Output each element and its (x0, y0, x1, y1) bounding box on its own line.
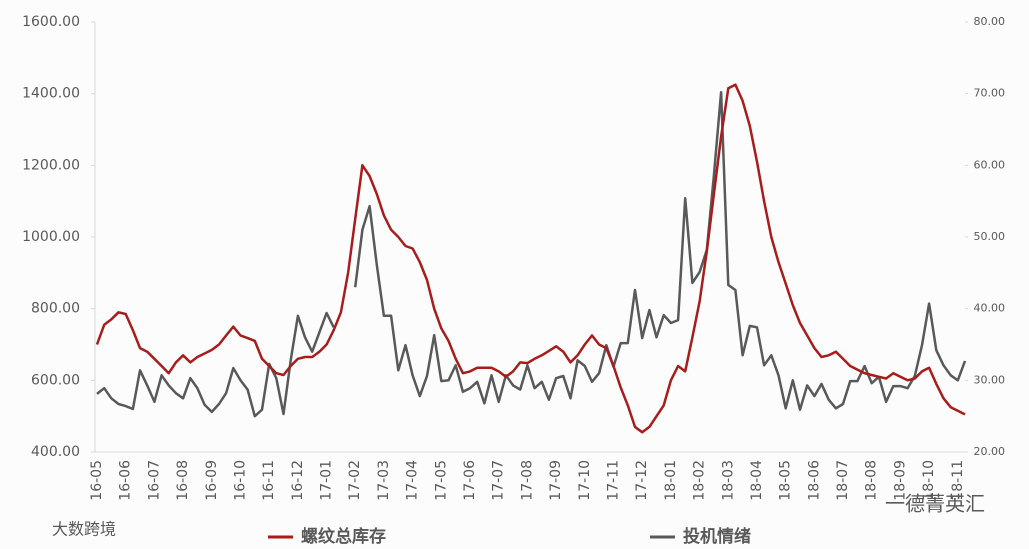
y2-tick-label: 40.00 (974, 302, 1006, 315)
x-tick-label: 16-12 (290, 460, 306, 501)
y2-tick-label: 20.00 (974, 445, 1006, 458)
x-tick-label: 16-05 (89, 460, 105, 501)
x-tick-label: 18-01 (663, 460, 679, 501)
x-tick-label: 16-09 (204, 460, 220, 501)
y2-tick-label: 60.00 (974, 158, 1006, 171)
x-tick-label: 16-10 (232, 460, 248, 501)
legend-label: 投机情绪 (683, 526, 751, 547)
series-line (95, 83, 966, 434)
y-tick-label: 1400.00 (22, 86, 80, 102)
x-tick-label: 18-08 (864, 460, 880, 501)
y-tick-label: 1600.00 (22, 14, 80, 30)
x-tick-label: 17-04 (405, 460, 421, 501)
x-tick-label: 18-04 (749, 460, 765, 501)
y-tick-label: 800.00 (31, 301, 80, 317)
x-tick-label: 18-05 (778, 460, 794, 501)
x-tick-label: 18-02 (692, 460, 708, 501)
x-tick-label: 17-10 (577, 460, 593, 501)
x-tick-label: 17-11 (605, 460, 621, 501)
y-tick-label: 1000.00 (22, 229, 80, 245)
legend-label: 螺纹总库存 (301, 526, 386, 547)
y-tick-label: 600.00 (31, 372, 80, 388)
series-line (96, 311, 335, 418)
x-tick-label: 17-09 (548, 460, 564, 501)
x-tick-label: 18-11 (950, 460, 966, 501)
x-tick-label: 16-08 (175, 460, 191, 501)
watermark: 一德菁英汇 (885, 492, 985, 516)
watermark: 大数跨境 (52, 520, 116, 539)
x-tick-label: 17-05 (433, 460, 449, 501)
x-tick-label: 16-06 (118, 460, 134, 501)
x-tick-label: 16-11 (261, 460, 277, 501)
x-tick-label: 18-06 (806, 460, 822, 501)
x-tick-label: 18-07 (835, 460, 851, 501)
x-tick-label: 17-02 (347, 460, 363, 501)
y2-tick-label: 70.00 (974, 87, 1006, 100)
x-tick-label: 18-09 (892, 460, 908, 501)
series-line (353, 90, 967, 411)
y2-tick-label: 80.00 (974, 15, 1006, 28)
y2-tick-label: 50.00 (974, 230, 1006, 243)
y-tick-label: 400.00 (31, 444, 80, 460)
y-tick-label: 1200.00 (22, 157, 80, 173)
x-tick-label: 17-06 (462, 460, 478, 501)
x-tick-label: 17-03 (376, 460, 392, 501)
y2-tick-label: 30.00 (974, 373, 1006, 386)
x-tick-label: 17-12 (634, 460, 650, 501)
x-tick-label: 17-08 (519, 460, 535, 501)
x-tick-label: 18-10 (921, 460, 937, 501)
x-tick-label: 16-07 (146, 460, 162, 501)
x-tick-label: 17-07 (491, 460, 507, 501)
x-tick-label: 17-01 (319, 460, 335, 501)
x-tick-label: 18-03 (720, 460, 736, 501)
